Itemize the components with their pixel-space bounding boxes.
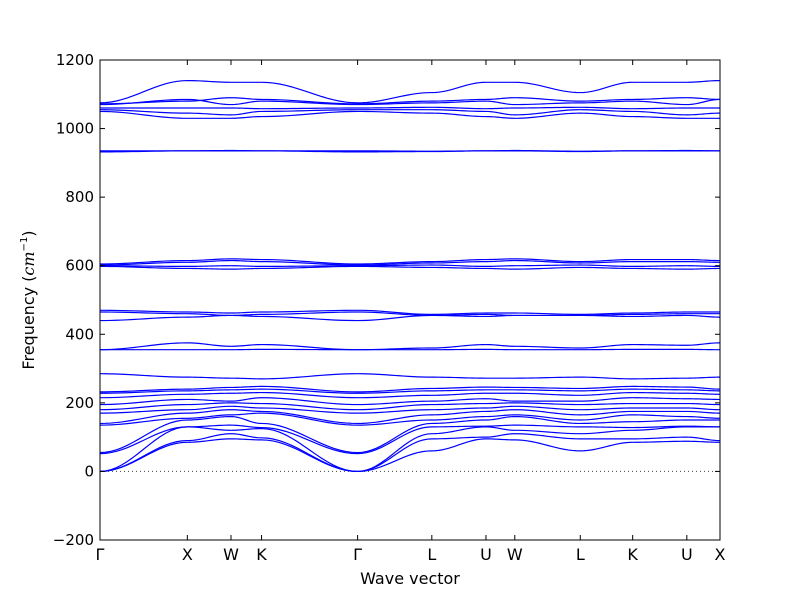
y-axis-title-text: Frequency ( — [19, 276, 38, 370]
y-axis-title-unit: cm — [19, 251, 38, 275]
phonon-branch-line — [100, 109, 720, 116]
x-tick-label: X — [715, 545, 726, 564]
axes-frame — [99, 59, 721, 541]
x-tick-label: W — [507, 545, 523, 564]
plot-area — [100, 79, 720, 473]
phonon-branch-line — [100, 385, 720, 393]
phonon-branch-line — [100, 373, 720, 380]
y-axis-title-close: ) — [19, 230, 38, 236]
x-tick-label: L — [576, 545, 585, 564]
phonon-branch-line — [100, 258, 720, 265]
y-axis-title: Frequency (cm−1) — [19, 230, 38, 369]
phonon-branch-line — [100, 97, 720, 105]
phonon-branch-line — [100, 409, 720, 425]
x-tick-label: Γ — [96, 545, 105, 564]
phonon-branch-line — [100, 264, 720, 268]
phonon-branch-line — [100, 405, 720, 414]
y-tick-label: 200 — [65, 394, 94, 412]
x-tick-label: K — [627, 545, 638, 564]
x-tick-label: U — [681, 545, 693, 564]
x-tick-label: K — [256, 545, 267, 564]
y-axis-title-exponent: −1 — [19, 237, 30, 252]
phonon-branch-line — [100, 412, 720, 426]
y-tick-label: 0 — [84, 462, 94, 480]
y-tick-label: 1200 — [56, 51, 94, 69]
phonon-branch-line — [100, 415, 720, 454]
phonon-branch-line — [100, 265, 720, 270]
y-tick-label: 800 — [65, 188, 94, 206]
phonon-branch-line — [100, 391, 720, 399]
y-tick-label: 1000 — [56, 120, 94, 138]
phonon-branch-line — [100, 426, 720, 473]
phonon-branches — [100, 79, 720, 473]
phonon-branch-line — [100, 149, 720, 152]
x-tick-label: U — [480, 545, 492, 564]
phonon-branch-line — [100, 309, 720, 316]
phonon-branch-line — [100, 259, 720, 266]
x-tick-label: Γ — [353, 545, 362, 564]
x-axis-title: Wave vector — [360, 569, 460, 588]
y-tick-label: 600 — [65, 257, 94, 275]
phonon-branch-line — [100, 79, 720, 104]
y-tick-label: 400 — [65, 325, 94, 343]
phonon-branch-line — [100, 98, 720, 106]
phonon-branch-line — [100, 342, 720, 351]
phonon-branch-line — [100, 388, 720, 394]
phonon-branch-line — [100, 397, 720, 406]
phonon-branch-line — [100, 433, 720, 473]
phonon-branch-line — [100, 402, 720, 411]
phonon-branch-line — [100, 110, 720, 119]
phonon-branch-line — [100, 424, 720, 455]
x-tick-label: X — [182, 545, 193, 564]
y-axis: −200 0 200 400 600 800 1000 1200 — [53, 51, 720, 549]
phonon-branch-line — [100, 438, 720, 473]
y-tick-label: −200 — [53, 531, 94, 549]
x-tick-label: W — [223, 545, 239, 564]
phonon-branch-line — [100, 311, 720, 317]
phonon-branch-line — [100, 106, 720, 110]
x-tick-label: L — [427, 545, 436, 564]
